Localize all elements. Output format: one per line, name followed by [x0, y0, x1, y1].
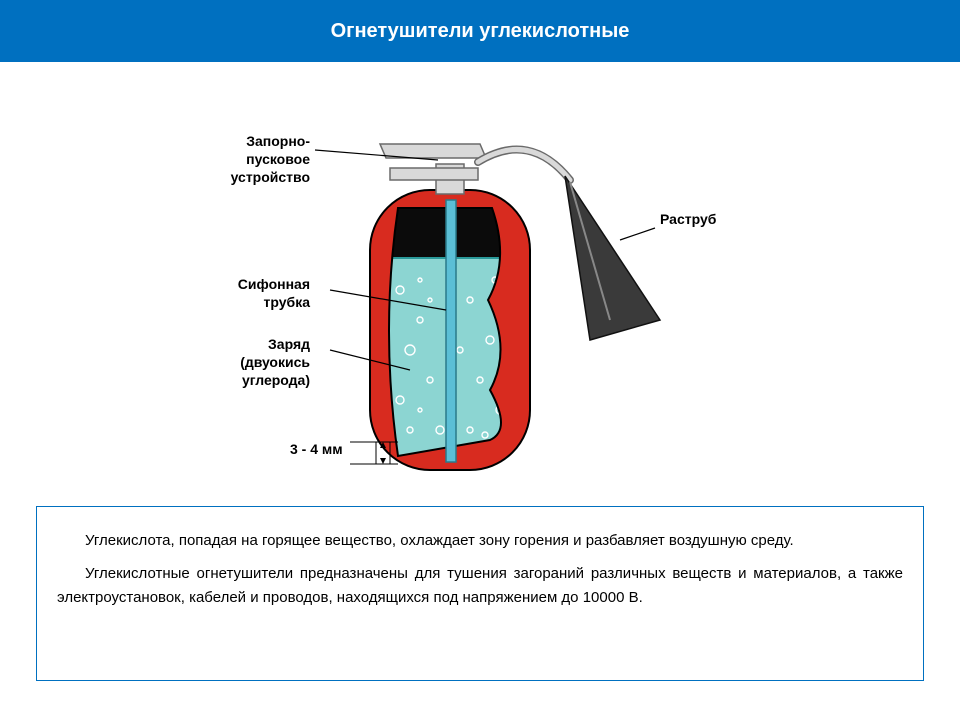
label-valve: Запорно- пусковое устройство [190, 132, 310, 187]
extinguisher-diagram: Запорно- пусковое устройство Сифонная тр… [0, 90, 960, 480]
label-charge: Заряд (двуокись углерода) [190, 335, 310, 390]
description-p2: Углекислотные огнетушители предназначены… [57, 562, 903, 609]
label-gap: 3 - 4 мм [290, 440, 350, 458]
label-siphon-l2: трубка [264, 294, 310, 310]
diagram-svg [0, 90, 960, 480]
label-valve-l3: устройство [231, 169, 310, 185]
label-charge-l3: углерода) [242, 372, 310, 388]
label-valve-l2: пусковое [246, 151, 310, 167]
label-horn: Раструб [660, 210, 780, 228]
label-charge-l1: Заряд [268, 336, 310, 352]
label-charge-l2: (двуокись [240, 354, 310, 370]
label-horn-l1: Раструб [660, 211, 716, 227]
description-p1: Углекислота, попадая на горящее вещество… [57, 529, 903, 552]
label-siphon: Сифонная трубка [190, 275, 310, 311]
label-valve-l1: Запорно- [246, 133, 310, 149]
header-bar: Огнетушители углекислотные [0, 0, 960, 62]
page-title: Огнетушители углекислотные [331, 20, 630, 43]
description-box: Углекислота, попадая на горящее вещество… [36, 506, 924, 681]
label-siphon-l1: Сифонная [238, 276, 310, 292]
